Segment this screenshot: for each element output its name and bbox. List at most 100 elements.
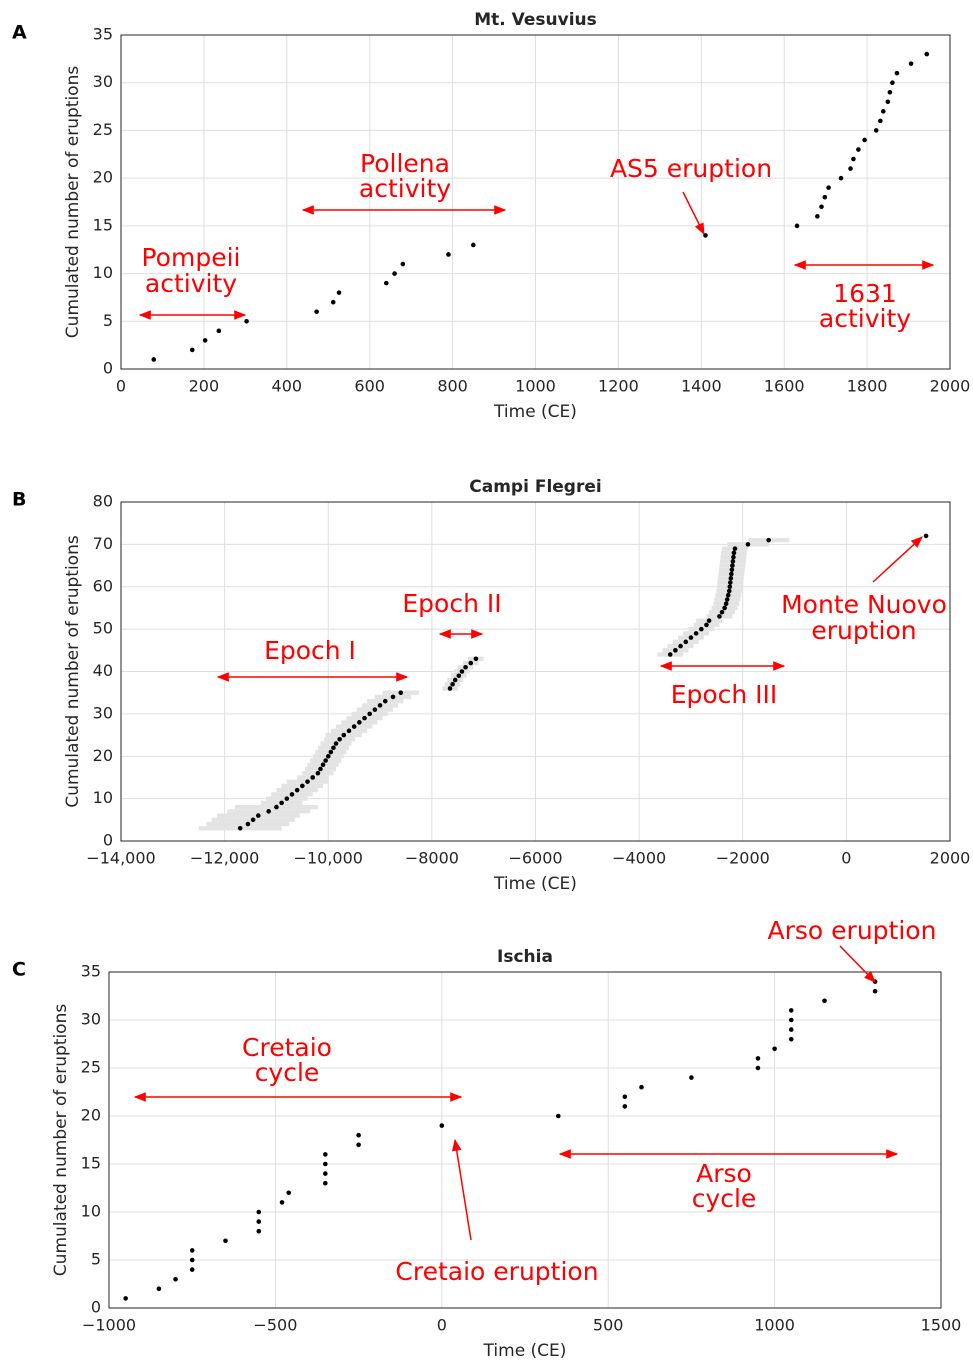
data-point <box>819 204 824 210</box>
annotation: activity <box>145 269 237 298</box>
data-point <box>683 639 689 645</box>
y-axis-label: Cumulated number of eruptions <box>63 535 83 808</box>
data-point <box>351 724 357 729</box>
x-tick-label: 800 <box>437 377 468 396</box>
x-tick-label: 1800 <box>847 377 888 396</box>
data-point <box>923 533 929 539</box>
data-point <box>244 318 249 324</box>
data-point <box>279 800 284 806</box>
data-point <box>123 1296 128 1301</box>
data-point <box>346 728 352 734</box>
annotation: cycle <box>692 1184 757 1213</box>
data-point <box>173 1276 178 1282</box>
data-point <box>216 328 222 334</box>
data-point <box>446 252 451 257</box>
x-axis-label: Time (CE) <box>483 1341 567 1361</box>
data-point <box>331 745 336 751</box>
x-tick-label: 1400 <box>681 377 722 396</box>
y-tick-label: 10 <box>93 263 113 282</box>
annotation: Cretaio <box>242 1033 332 1062</box>
data-point <box>328 749 334 755</box>
data-point <box>788 1008 794 1013</box>
data-point <box>555 1113 561 1119</box>
data-point <box>731 554 736 560</box>
data-point <box>468 660 474 666</box>
annotation: Arso eruption <box>768 916 937 945</box>
x-tick-label: −10,000 <box>294 849 363 868</box>
data-point <box>286 1190 292 1196</box>
data-point <box>256 1209 262 1215</box>
data-point <box>323 1152 328 1157</box>
data-point <box>323 758 328 763</box>
chart-title: Ischia <box>497 947 553 967</box>
x-tick-label: −8000 <box>405 849 459 868</box>
x-tick-label: 200 <box>189 377 220 396</box>
data-point <box>439 1123 445 1128</box>
chart-title: Campi Flegrei <box>469 477 601 497</box>
annotation: AS5 eruption <box>610 154 772 183</box>
annotation: Pompeii <box>142 243 241 272</box>
x-tick-label: 400 <box>272 377 303 396</box>
annotation-arrow <box>872 536 923 583</box>
x-tick-label: 2000 <box>930 377 971 396</box>
data-point <box>728 575 734 581</box>
x-tick-label: −14,000 <box>86 849 155 868</box>
data-point <box>383 280 389 286</box>
data-point <box>727 584 733 590</box>
data-point <box>639 1084 644 1090</box>
data-point <box>473 656 479 662</box>
axes-box <box>120 501 951 842</box>
data-point <box>237 825 243 831</box>
data-point <box>189 1248 195 1253</box>
data-point <box>357 720 362 725</box>
data-point <box>717 614 722 619</box>
data-point <box>450 681 455 687</box>
data-point <box>305 779 310 784</box>
data-point <box>333 741 339 746</box>
x-tick-label: 1000 <box>754 1316 795 1335</box>
y-tick-label: 10 <box>93 788 113 807</box>
annotation: cycle <box>255 1058 320 1087</box>
data-point <box>459 669 465 674</box>
data-point <box>755 1065 761 1071</box>
data-point <box>745 542 751 547</box>
data-point <box>885 99 891 105</box>
data-point <box>289 792 295 797</box>
data-point <box>872 988 878 994</box>
data-point <box>341 732 347 738</box>
x-tick-label: 500 <box>593 1316 624 1335</box>
data-point <box>622 1104 628 1109</box>
data-point <box>766 537 771 543</box>
data-point <box>390 694 396 700</box>
data-point <box>372 707 378 712</box>
x-axis-label: Time (CE) <box>493 402 577 422</box>
data-point <box>723 601 729 606</box>
data-point <box>256 1228 262 1234</box>
data-point <box>862 137 867 143</box>
data-point <box>315 770 321 776</box>
data-point <box>726 588 732 594</box>
x-tick-label: 1600 <box>764 377 805 396</box>
data-point <box>367 711 373 717</box>
y-axis-label: Cumulated number of eruptions <box>63 66 83 339</box>
annotation-arrow <box>839 945 876 983</box>
data-point <box>452 677 458 683</box>
data-point <box>189 347 195 353</box>
data-point <box>284 796 290 801</box>
axes-box <box>108 971 942 1309</box>
data-point <box>706 618 712 623</box>
data-point <box>730 559 736 564</box>
data-point <box>678 643 683 649</box>
data-point <box>667 652 673 657</box>
data-point <box>156 1286 162 1292</box>
data-point <box>330 299 336 305</box>
data-point <box>337 737 342 742</box>
x-tick-label: −1000 <box>82 1316 136 1335</box>
data-point <box>300 783 305 789</box>
data-point <box>151 357 157 362</box>
data-point <box>722 605 727 611</box>
annotation: activity <box>359 174 451 203</box>
y-tick-label: 25 <box>93 120 113 139</box>
data-point <box>447 686 453 691</box>
